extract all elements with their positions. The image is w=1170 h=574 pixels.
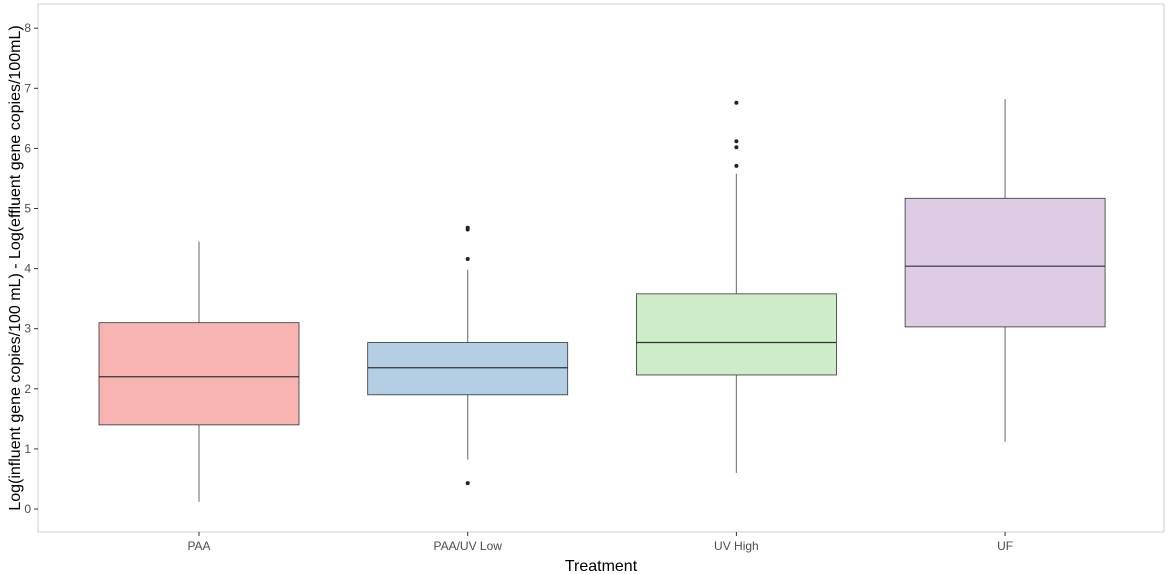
y-tick-label: 8 — [24, 21, 31, 35]
outlier-point — [734, 163, 739, 168]
box — [367, 342, 569, 396]
y-tick-label: 6 — [24, 141, 31, 155]
y-tick-label: 5 — [24, 202, 31, 216]
y-axis: 0 1 2 3 4 5 6 7 8 — [24, 21, 38, 516]
box-group — [904, 99, 1106, 442]
box — [904, 197, 1106, 328]
outlier-point — [734, 145, 739, 150]
boxes — [98, 99, 1106, 502]
outlier-point — [734, 100, 739, 105]
box — [636, 293, 837, 376]
box — [98, 322, 300, 426]
x-tick-label: UV High — [714, 539, 759, 553]
outlier-point — [465, 481, 470, 486]
box-group — [636, 100, 837, 473]
y-tick-label: 7 — [24, 81, 31, 95]
outlier-point — [465, 225, 470, 230]
y-tick-label: 2 — [24, 382, 31, 396]
outlier-point — [465, 256, 470, 261]
x-axis: PAA PAA/UV Low UV High UF — [187, 532, 1013, 553]
x-tick-label: PAA — [187, 539, 210, 553]
y-axis-title: Log(influent gene copies/100 mL) - Log(e… — [7, 25, 24, 510]
y-tick-label: 4 — [24, 262, 31, 276]
box-group — [367, 225, 569, 486]
x-tick-label: PAA/UV Low — [433, 539, 502, 553]
outlier-point — [734, 139, 739, 144]
x-tick-label: UF — [997, 539, 1013, 553]
box-group — [98, 241, 300, 502]
y-tick-label: 1 — [24, 442, 31, 456]
y-tick-label: 0 — [24, 502, 31, 516]
y-tick-label: 3 — [24, 322, 31, 336]
x-axis-title: Treatment — [565, 558, 638, 574]
